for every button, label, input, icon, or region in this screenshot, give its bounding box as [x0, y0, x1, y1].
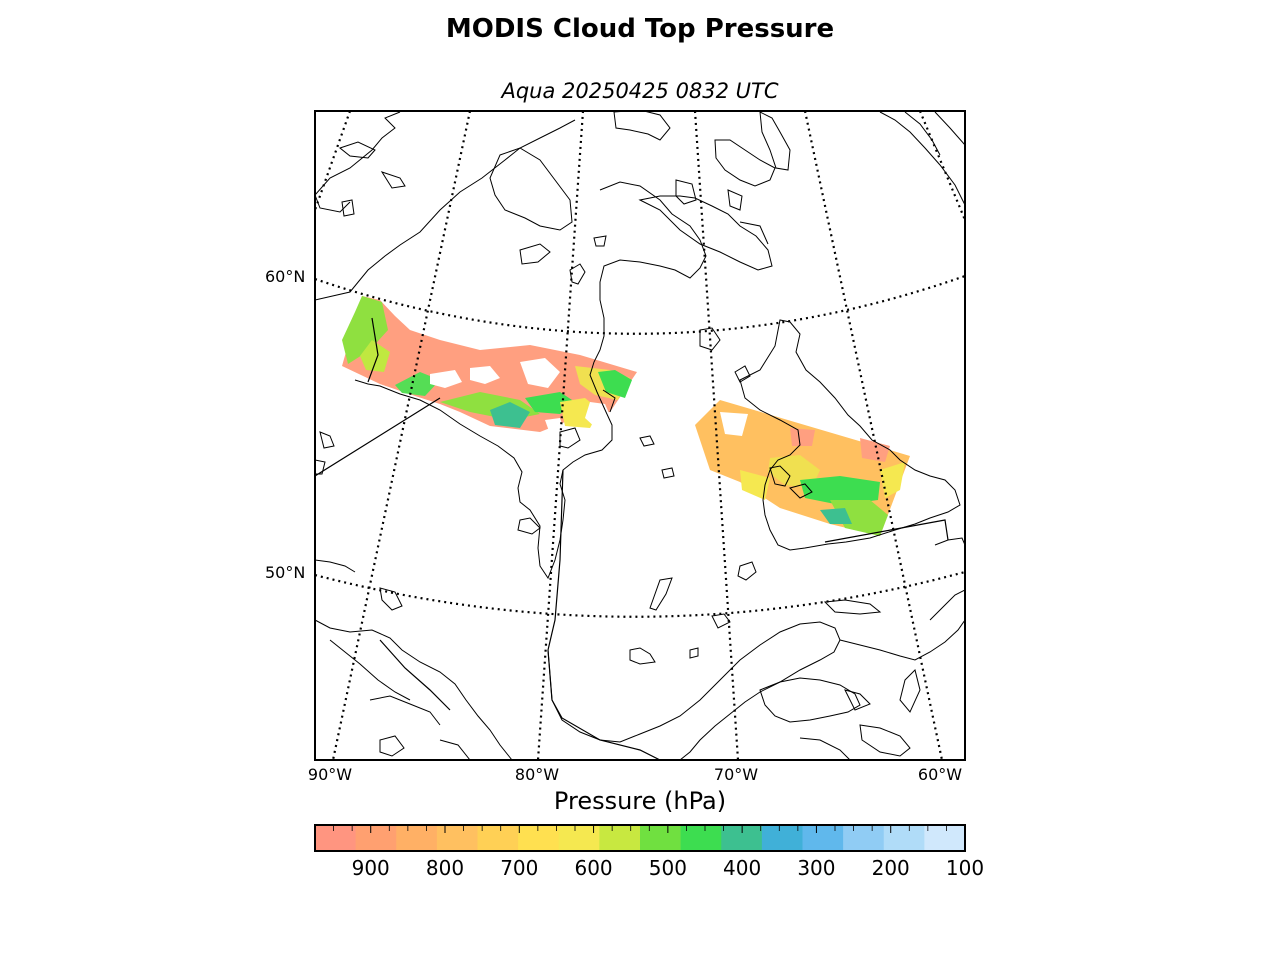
chart-subtitle: Aqua 20250425 0832 UTC [501, 79, 779, 103]
colorbar-tick-label: 800 [425, 856, 465, 880]
lon-label-70w: 70°W [713, 765, 759, 784]
colorbar-tick-label: 300 [797, 856, 836, 880]
colorbar-tick-label: 200 [871, 856, 910, 880]
colorbar-segment [640, 825, 682, 851]
colorbar-tick-label: 600 [574, 856, 613, 880]
borders [315, 317, 949, 760]
colorbar-segment [315, 825, 357, 851]
province-border-qc-nl [824, 519, 949, 543]
meridian-70w [693, 111, 740, 760]
meridian-50w [918, 111, 965, 221]
colorbar-segment [761, 825, 803, 851]
colorbar-segment [477, 825, 519, 851]
lon-label-60w: 60°W [917, 765, 963, 784]
colorbar-tick-label: 700 [500, 856, 539, 880]
colorbar-tick-label: 500 [648, 856, 687, 880]
meridian-90w [331, 111, 472, 760]
cloud-swath-west [342, 296, 637, 434]
colorbar-segment [599, 825, 641, 851]
colorbar-segment [843, 825, 885, 851]
colorbar-segment [396, 825, 438, 851]
colorbar-segment [355, 825, 397, 851]
colorbar-segment [436, 825, 478, 851]
coastlines [315, 111, 965, 760]
colorbar-tick-label: 100 [945, 856, 985, 880]
lon-label-90w: 90°W [307, 765, 353, 784]
map-frame [314, 110, 966, 761]
colorbar-segment [802, 825, 844, 851]
country-border-lakes [379, 639, 451, 711]
province-border-mb-on [315, 397, 441, 477]
colorbar-segment [558, 825, 600, 851]
colorbar-label: Pressure (hPa) [553, 787, 727, 815]
colorbar-segment [518, 825, 560, 851]
lon-label-80w: 80°W [514, 765, 560, 784]
lat-label-50n: 50°N [265, 563, 306, 582]
province-border-nunavut [367, 317, 379, 383]
colorbar-segment [680, 825, 722, 851]
colorbar-segment [883, 825, 925, 851]
colorbar-tick-label: 900 [351, 856, 390, 880]
colorbar [314, 824, 966, 852]
meridian-100w [315, 111, 352, 211]
meridian-60w [803, 111, 944, 760]
province-border-on-qc [547, 469, 564, 651]
country-border-us [547, 649, 661, 760]
colorbar-tick-label: 400 [723, 856, 762, 880]
colorbar-segment [924, 825, 966, 851]
colorbar-frame [314, 824, 966, 852]
chart-title: MODIS Cloud Top Pressure [445, 14, 835, 44]
map-content [315, 111, 965, 760]
lat-label-60n: 60°N [265, 267, 306, 286]
parallel-50n [315, 570, 965, 618]
parallel-60n [315, 274, 965, 335]
cloud-swath-east [695, 400, 910, 536]
